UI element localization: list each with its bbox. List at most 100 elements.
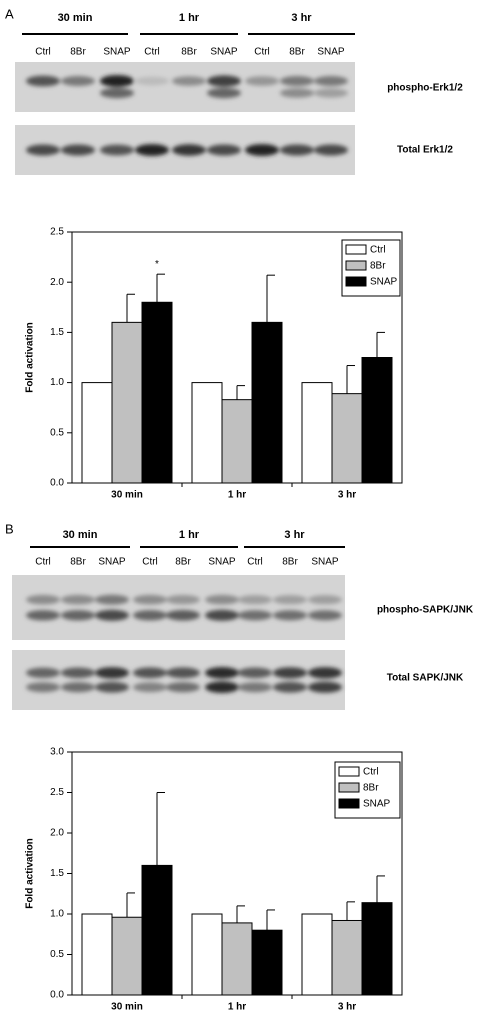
blot-label: Total SAPK/JNK bbox=[387, 673, 464, 684]
x-tick-label: 30 min bbox=[111, 490, 143, 501]
blot-image bbox=[15, 62, 355, 112]
blot-band bbox=[61, 594, 95, 605]
blot-band bbox=[100, 75, 134, 87]
blot-band bbox=[308, 667, 342, 679]
x-tick-label: 1 hr bbox=[228, 490, 246, 501]
blot-band bbox=[207, 144, 241, 156]
legend-swatch bbox=[345, 276, 367, 287]
blot-band bbox=[238, 595, 272, 605]
blot-band bbox=[26, 667, 60, 678]
blot-band bbox=[166, 595, 200, 605]
panel-label: B bbox=[5, 521, 14, 536]
y-tick-label: 3.0 bbox=[50, 747, 64, 758]
lane-label: SNAP bbox=[317, 47, 345, 58]
panel-label: A bbox=[5, 6, 14, 21]
lane-label: Ctrl bbox=[35, 47, 51, 58]
bar bbox=[331, 919, 363, 996]
blot-band bbox=[273, 667, 307, 679]
lane-label: SNAP bbox=[208, 557, 236, 568]
bar bbox=[361, 357, 393, 484]
y-tick-label: 1.0 bbox=[50, 909, 64, 920]
blot-band bbox=[308, 610, 342, 621]
blot-band bbox=[26, 594, 60, 605]
blot-band bbox=[207, 87, 241, 99]
blot-band bbox=[61, 144, 95, 156]
blot-band bbox=[95, 681, 129, 693]
blot-band bbox=[207, 75, 241, 87]
lane-label: Ctrl bbox=[254, 47, 270, 58]
lane-label: SNAP bbox=[210, 47, 238, 58]
blot-band bbox=[61, 76, 95, 86]
blot-band bbox=[280, 88, 314, 98]
blot-band bbox=[314, 144, 348, 156]
group-header: 30 min bbox=[63, 529, 98, 541]
blot-bands bbox=[26, 75, 348, 99]
bar bbox=[191, 913, 223, 996]
blot-band bbox=[133, 667, 167, 679]
blot-label: phospho-SAPK/JNK bbox=[377, 605, 474, 616]
blot-band bbox=[172, 76, 206, 86]
bar bbox=[141, 301, 173, 484]
blot-band bbox=[205, 609, 239, 621]
y-tick-label: 2.5 bbox=[50, 787, 64, 798]
y-tick-label: 1.0 bbox=[50, 377, 64, 388]
y-tick-label: 0.5 bbox=[50, 949, 64, 960]
blot-band bbox=[26, 682, 60, 693]
blot-bands bbox=[26, 667, 342, 693]
y-tick-label: 1.5 bbox=[50, 868, 64, 879]
legend-label: SNAP bbox=[363, 799, 391, 810]
y-axis-label: Fold activation bbox=[25, 322, 36, 393]
blot-band bbox=[61, 610, 95, 621]
bar bbox=[81, 913, 113, 996]
blot-band bbox=[273, 681, 307, 693]
lane-label: 8Br bbox=[289, 47, 305, 58]
blot-label: phospho-Erk1/2 bbox=[387, 83, 463, 94]
blot-image bbox=[12, 575, 345, 640]
group-header: 3 hr bbox=[284, 529, 305, 541]
legend-label: Ctrl bbox=[370, 245, 386, 256]
y-tick-label: 2.5 bbox=[50, 227, 64, 238]
annotation: * bbox=[155, 259, 159, 270]
blot-band bbox=[314, 88, 348, 98]
blot-band bbox=[95, 667, 129, 679]
bar bbox=[191, 382, 223, 484]
x-tick-label: 1 hr bbox=[228, 1002, 246, 1013]
lane-label: Ctrl bbox=[35, 557, 51, 568]
lane-label: Ctrl bbox=[142, 557, 158, 568]
y-tick-label: 1.5 bbox=[50, 327, 64, 338]
blot-band bbox=[205, 667, 239, 679]
blot-band bbox=[95, 609, 129, 621]
lane-label: 8Br bbox=[70, 47, 86, 58]
legend-swatch bbox=[338, 798, 360, 809]
group-header: 1 hr bbox=[179, 529, 200, 541]
x-tick-label: 30 min bbox=[111, 1002, 143, 1013]
legend-swatch bbox=[338, 782, 360, 793]
lane-label: 8Br bbox=[175, 557, 191, 568]
legend-label: 8Br bbox=[370, 261, 386, 272]
lane-label: Ctrl bbox=[247, 557, 263, 568]
blot-band bbox=[95, 594, 129, 605]
blot-band bbox=[172, 144, 206, 156]
blot-image bbox=[12, 650, 345, 710]
blot-band bbox=[245, 76, 279, 86]
blot-band bbox=[245, 144, 279, 156]
blot-band bbox=[133, 682, 167, 693]
x-tick-label: 3 hr bbox=[338, 1002, 356, 1013]
blot-band bbox=[238, 610, 272, 621]
lane-label: 8Br bbox=[282, 557, 298, 568]
blot-band bbox=[238, 667, 272, 679]
legend-swatch bbox=[338, 766, 360, 777]
y-tick-label: 0.0 bbox=[50, 990, 64, 1001]
bar bbox=[141, 864, 173, 996]
bar bbox=[301, 382, 333, 484]
legend-swatch bbox=[345, 244, 367, 255]
lane-label: Ctrl bbox=[144, 47, 160, 58]
y-tick-label: 0.5 bbox=[50, 427, 64, 438]
blot-band bbox=[273, 595, 307, 605]
y-axis-label: Fold activation bbox=[25, 838, 36, 909]
legend-swatch bbox=[345, 260, 367, 271]
legend-label: SNAP bbox=[370, 277, 398, 288]
lane-label: SNAP bbox=[311, 557, 339, 568]
blot-band bbox=[26, 75, 60, 87]
